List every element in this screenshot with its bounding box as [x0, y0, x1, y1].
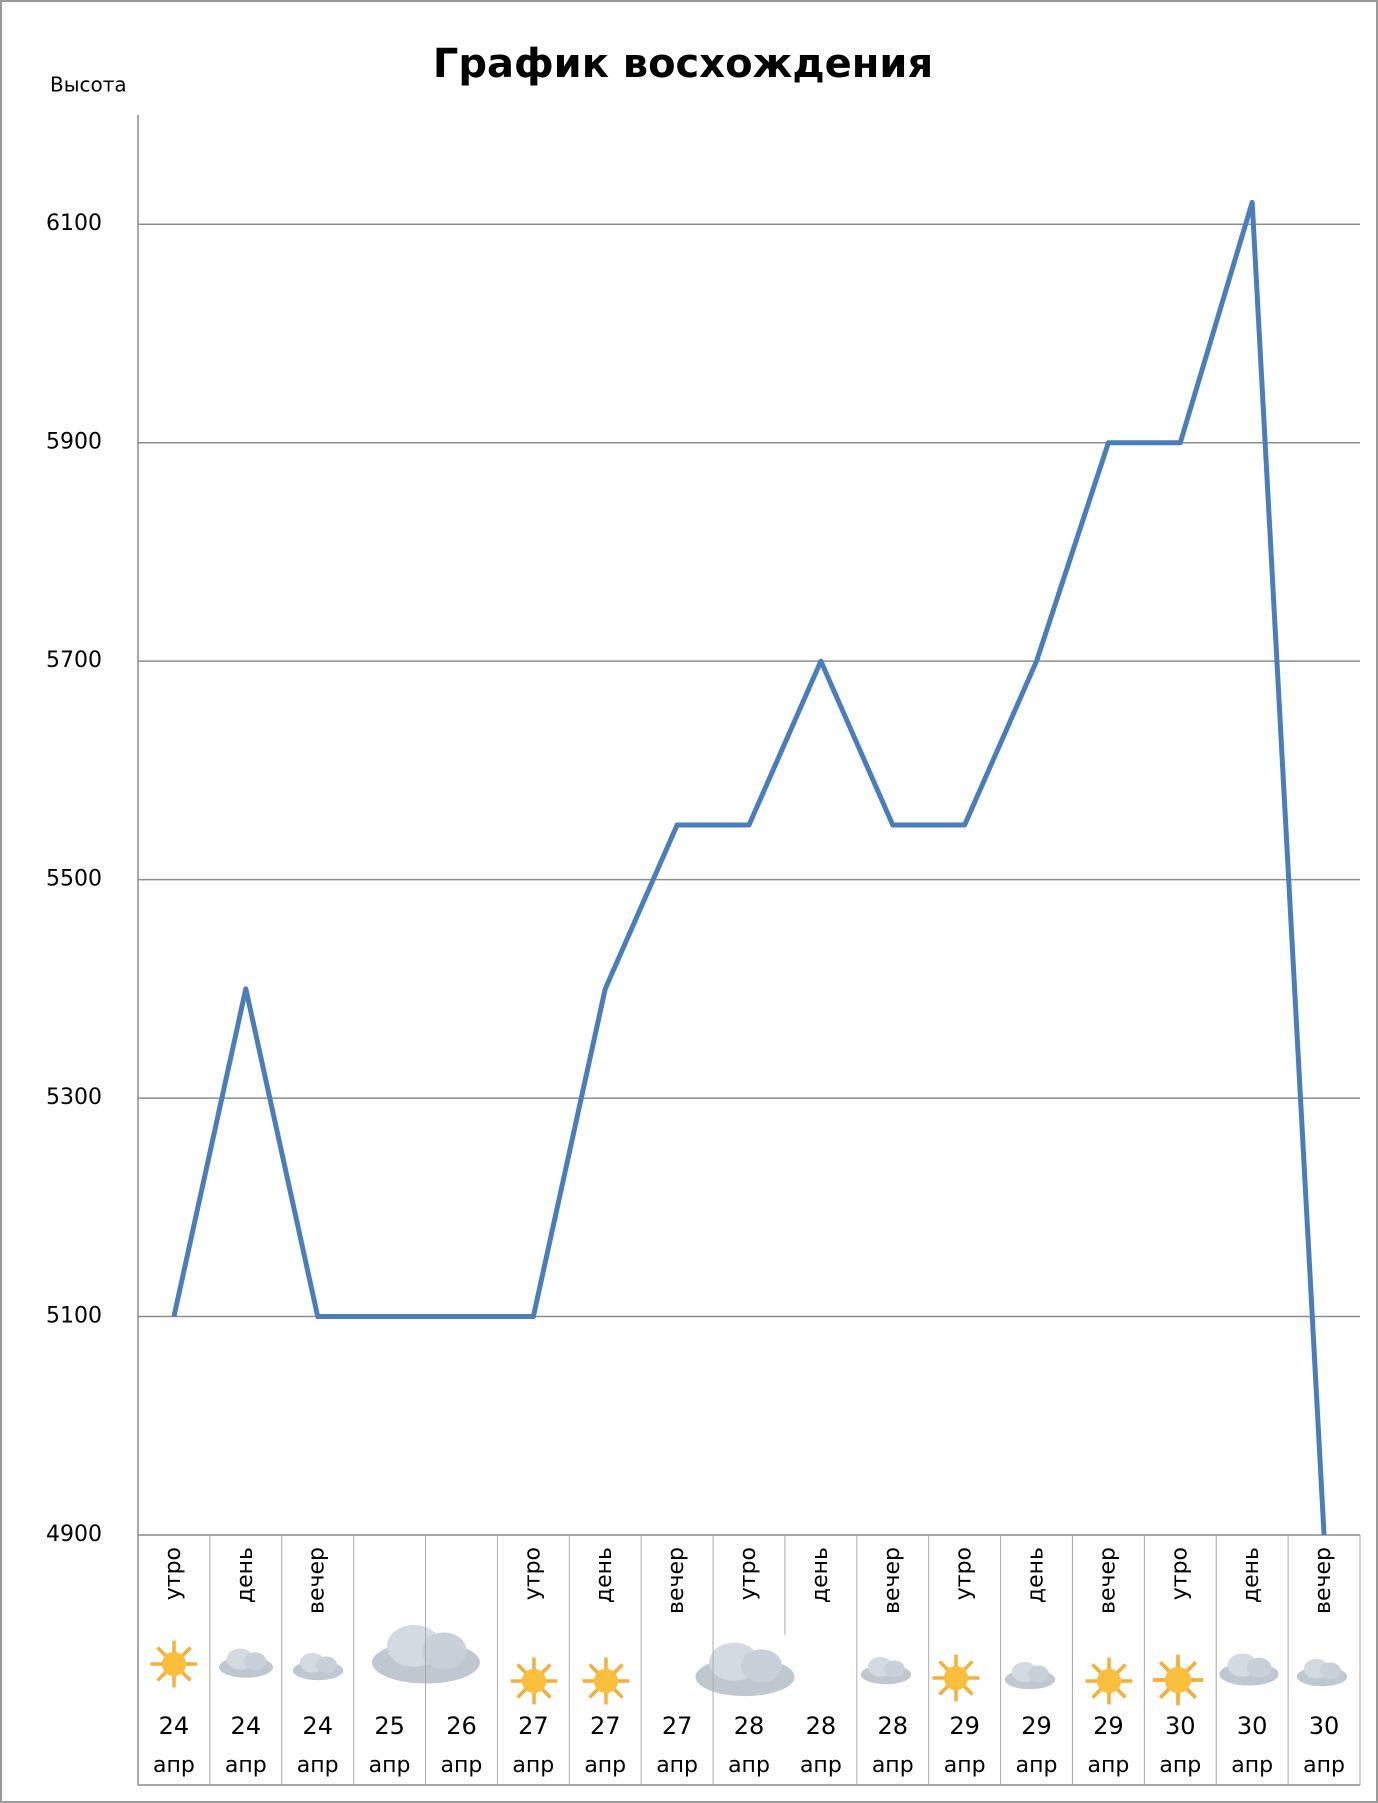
x-tick-label: день: [233, 1547, 258, 1603]
month-label: апр: [512, 1753, 554, 1778]
x-tick-label: вечер: [1311, 1547, 1336, 1614]
month-label: апр: [225, 1753, 267, 1778]
month-label: апр: [1087, 1753, 1129, 1778]
x-tick-label: вечер: [305, 1547, 330, 1614]
x-tick-label: день: [592, 1547, 617, 1603]
x-tick-label: день: [1239, 1547, 1264, 1603]
day-label: 28: [877, 1712, 908, 1740]
x-tick-label: день: [1024, 1547, 1049, 1603]
x-tick-label: утро: [736, 1547, 761, 1600]
y-tick-label: 4900: [46, 1522, 102, 1547]
month-label: апр: [800, 1753, 842, 1778]
data-line: [171, 199, 1327, 1536]
x-tick-label: утро: [1167, 1547, 1192, 1600]
month-label: апр: [153, 1753, 195, 1778]
month-label: апр: [297, 1753, 339, 1778]
day-label: 29: [949, 1712, 980, 1740]
day-label: 28: [734, 1712, 765, 1740]
month-label: апр: [1016, 1753, 1058, 1778]
x-tick-label: день: [808, 1547, 833, 1603]
x-tick-label: утро: [952, 1547, 977, 1600]
x-tick-label: вечер: [880, 1547, 905, 1614]
month-label: апр: [872, 1753, 914, 1778]
y-tick-label: 5900: [46, 430, 102, 455]
month-label: апр: [1159, 1753, 1201, 1778]
day-label: 30: [1237, 1712, 1268, 1740]
month-label: апр: [656, 1753, 698, 1778]
chart-title: График восхождения: [433, 41, 933, 87]
y-tick-label: 6100: [46, 211, 102, 236]
month-label: апр: [369, 1753, 411, 1778]
month-label: апр: [1303, 1753, 1345, 1778]
y-tick-label: 5500: [46, 867, 102, 892]
day-label: 24: [159, 1712, 190, 1740]
day-label: 27: [590, 1712, 621, 1740]
day-label: 24: [302, 1712, 333, 1740]
day-label: 28: [806, 1712, 837, 1740]
x-tick-label: вечер: [664, 1547, 689, 1614]
x-tick-label: вечер: [1095, 1547, 1120, 1614]
day-label: 29: [1021, 1712, 1052, 1740]
month-label: апр: [1231, 1753, 1273, 1778]
month-label: апр: [728, 1753, 770, 1778]
day-label: 30: [1165, 1712, 1196, 1740]
day-label: 24: [231, 1712, 262, 1740]
y-tick-label: 5100: [46, 1304, 102, 1329]
x-tick-label: утро: [161, 1547, 186, 1600]
day-label: 27: [518, 1712, 549, 1740]
day-label: 25: [374, 1712, 405, 1740]
day-label: 29: [1093, 1712, 1124, 1740]
day-label: 27: [662, 1712, 693, 1740]
month-label: апр: [584, 1753, 626, 1778]
y-tick-label: 5700: [46, 648, 102, 673]
day-label: 30: [1309, 1712, 1340, 1740]
month-label: апр: [441, 1753, 483, 1778]
day-label: 26: [446, 1712, 477, 1740]
x-tick-label: утро: [520, 1547, 545, 1600]
y-tick-label: 5300: [46, 1085, 102, 1110]
y-axis-label: Высота: [50, 73, 127, 97]
month-label: апр: [944, 1753, 986, 1778]
